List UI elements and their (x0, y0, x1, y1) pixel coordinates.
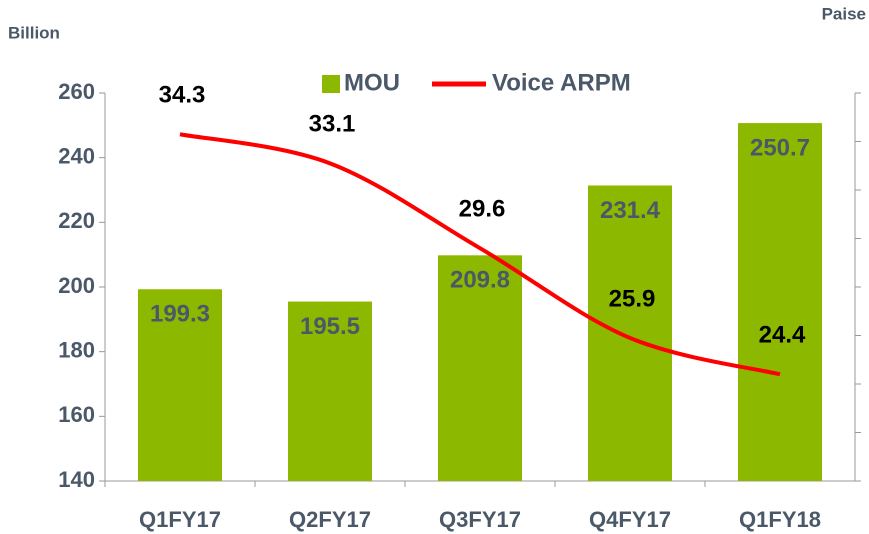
bar-data-label: 195.5 (300, 313, 360, 340)
line-data-label: 24.4 (759, 322, 806, 349)
line-data-label: 33.1 (309, 111, 356, 138)
y-tick-label: 220 (58, 208, 95, 233)
line-data-label: 34.3 (159, 82, 206, 109)
legend-label: Voice ARPM (492, 69, 631, 96)
y-tick-label: 200 (58, 273, 95, 298)
bar (138, 289, 222, 481)
x-tick-label: Q2FY17 (289, 507, 371, 532)
x-tick-label: Q1FY17 (139, 507, 221, 532)
bar-data-label: 231.4 (600, 197, 661, 224)
y2-axis-label: Paise (822, 4, 866, 23)
x-tick-label: Q3FY17 (439, 507, 521, 532)
bar (588, 185, 672, 481)
y-tick-label: 140 (58, 467, 95, 492)
bar (738, 123, 822, 481)
legend-label: MOU (344, 69, 400, 96)
y-tick-label: 240 (58, 143, 95, 168)
bar-data-label: 250.7 (750, 134, 810, 161)
bar-data-label: 199.3 (150, 301, 210, 328)
x-tick-label: Q1FY18 (739, 507, 821, 532)
x-tick-label: Q4FY17 (589, 507, 671, 532)
legend-swatch (322, 75, 340, 93)
y-axis-label: Billion (8, 23, 60, 42)
line-data-label: 29.6 (459, 196, 506, 223)
line-data-label: 25.9 (609, 285, 656, 312)
y-tick-label: 180 (58, 337, 95, 362)
y-tick-label: 160 (58, 402, 95, 427)
y-tick-label: 260 (58, 79, 95, 104)
bar (288, 301, 372, 481)
bar (438, 255, 522, 481)
bar-data-label: 209.8 (450, 267, 510, 294)
line (179, 132, 781, 377)
